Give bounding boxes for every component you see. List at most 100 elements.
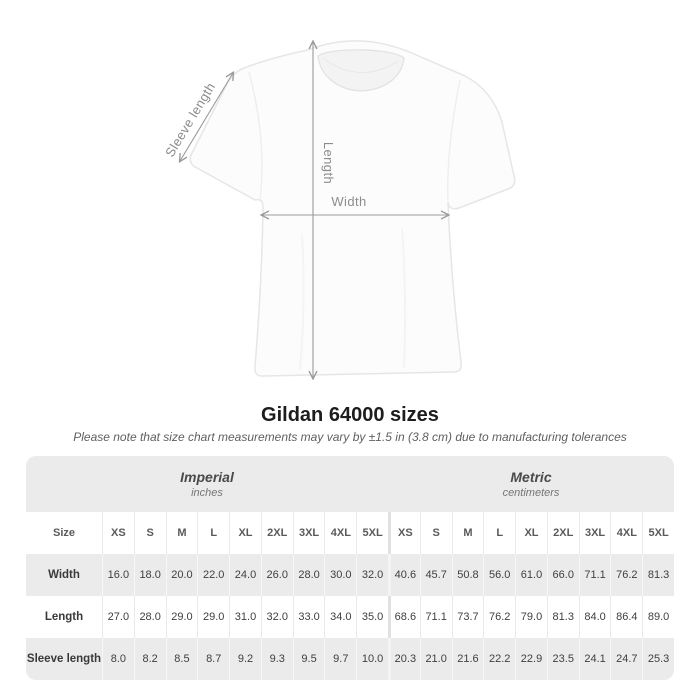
size-table-grid: Size XS S M L XL 2XL 3XL 4XL 5XL XS S M L XL 2XL 3XL 4XL 5… <box>26 512 674 680</box>
value-length-metric-5xl: 89.0 <box>642 596 674 638</box>
measurement-row-sleeve-length: Sleeve length 8.0 8.2 8.5 8.7 9.2 9.3 9.5 9.7 10.… <box>26 638 674 680</box>
size-col-header-imperial-4xl: 4XL <box>324 512 356 554</box>
value-width-imperial-l: 22.0 <box>197 554 229 596</box>
left-armhole-seam <box>248 71 263 201</box>
size-col-header-metric-xl: XL <box>515 512 547 554</box>
value-sleeve-length-imperial-4xl: 9.7 <box>324 638 356 680</box>
page-title: Gildan 64000 sizes <box>261 404 439 426</box>
value-sleeve-length-metric-l: 22.2 <box>483 638 515 680</box>
value-sleeve-length-metric-xs: 20.3 <box>388 638 420 680</box>
value-length-imperial-5xl: 35.0 <box>356 596 388 638</box>
size-col-header-imperial-xl: XL <box>229 512 261 554</box>
imperial-group-header: Imperial inches <box>26 456 388 512</box>
unit-header-band: Imperial inches Metric centimeters <box>26 456 674 512</box>
row-label-sleeve-length: Sleeve length <box>26 653 102 665</box>
value-sleeve-length-metric-m: 21.6 <box>451 638 484 680</box>
value-width-imperial-xs: 16.0 <box>102 554 134 596</box>
value-width-metric-s: 45.7 <box>419 554 452 596</box>
collar-hole <box>317 49 405 92</box>
size-col-header-metric-2xl: 2XL <box>546 512 579 554</box>
size-col-header-imperial-m: M <box>165 512 198 554</box>
value-sleeve-length-imperial-5xl: 10.0 <box>356 638 388 680</box>
value-length-imperial-4xl: 34.0 <box>324 596 356 638</box>
value-length-imperial-m: 29.0 <box>165 596 198 638</box>
value-sleeve-length-imperial-3xl: 9.5 <box>292 638 325 680</box>
value-width-imperial-3xl: 28.0 <box>292 554 325 596</box>
fold-line-left <box>299 234 305 371</box>
value-sleeve-length-metric-5xl: 25.3 <box>642 638 674 680</box>
value-width-metric-m: 50.8 <box>451 554 484 596</box>
value-width-imperial-5xl: 32.0 <box>356 554 388 596</box>
value-width-metric-xs: 40.6 <box>388 554 420 596</box>
value-width-imperial-xl: 24.0 <box>229 554 261 596</box>
value-length-imperial-3xl: 33.0 <box>292 596 325 638</box>
length-label: Length <box>321 142 336 184</box>
size-col-header-metric-m: M <box>451 512 484 554</box>
size-col-header-imperial-3xl: 3XL <box>292 512 325 554</box>
value-sleeve-length-imperial-xl: 9.2 <box>229 638 261 680</box>
size-col-header-imperial-2xl: 2XL <box>260 512 293 554</box>
value-length-metric-m: 73.7 <box>451 596 484 638</box>
collar-rib-line <box>323 58 399 73</box>
value-sleeve-length-metric-s: 21.0 <box>419 638 452 680</box>
fold-line-right <box>401 227 407 369</box>
size-col-header-metric-s: S <box>419 512 452 554</box>
size-col-header-imperial-xs: XS <box>102 512 134 554</box>
metric-unit: centimeters <box>502 487 560 499</box>
value-length-imperial-s: 28.0 <box>133 596 166 638</box>
value-width-imperial-m: 20.0 <box>165 554 198 596</box>
value-width-metric-5xl: 81.3 <box>642 554 674 596</box>
measurement-row-width: Width 16.0 18.0 20.0 22.0 24.0 26.0 28.0 30.0 32.… <box>26 554 674 596</box>
value-width-metric-4xl: 76.2 <box>610 554 642 596</box>
value-sleeve-length-metric-3xl: 24.1 <box>578 638 611 680</box>
value-length-imperial-2xl: 32.0 <box>260 596 293 638</box>
value-width-imperial-4xl: 30.0 <box>324 554 356 596</box>
value-length-metric-4xl: 86.4 <box>610 596 642 638</box>
value-sleeve-length-metric-xl: 22.9 <box>515 638 547 680</box>
value-width-metric-3xl: 71.1 <box>578 554 611 596</box>
value-length-metric-3xl: 84.0 <box>578 596 611 638</box>
value-length-metric-xl: 79.0 <box>515 596 547 638</box>
value-sleeve-length-imperial-m: 8.5 <box>165 638 198 680</box>
size-col-header-metric-l: L <box>483 512 515 554</box>
sleeve-length-arrow <box>180 73 233 161</box>
size-col-header-metric-3xl: 3XL <box>578 512 611 554</box>
shirt-diagram-svg: Sleeve length Length Width <box>162 0 516 398</box>
value-sleeve-length-imperial-s: 8.2 <box>133 638 166 680</box>
size-col-header-metric-xs: XS <box>388 512 420 554</box>
size-corner-header: Size <box>52 527 75 539</box>
shirt-diagram: Sleeve length Length Width <box>162 0 516 398</box>
size-col-header-imperial-s: S <box>133 512 166 554</box>
value-length-metric-l: 76.2 <box>483 596 515 638</box>
value-sleeve-length-metric-2xl: 23.5 <box>546 638 579 680</box>
size-col-header-metric-5xl: 5XL <box>642 512 674 554</box>
size-col-header-imperial-l: L <box>197 512 229 554</box>
value-sleeve-length-imperial-xs: 8.0 <box>102 638 134 680</box>
tolerance-note: Please note that size chart measurements… <box>73 430 627 444</box>
value-sleeve-length-imperial-l: 8.7 <box>197 638 229 680</box>
value-width-metric-2xl: 66.0 <box>546 554 579 596</box>
measurement-row-length: Length 27.0 28.0 29.0 29.0 31.0 32.0 33.0 34.0 35… <box>26 596 674 638</box>
value-length-imperial-l: 29.0 <box>197 596 229 638</box>
size-col-header-metric-4xl: 4XL <box>610 512 642 554</box>
value-length-metric-2xl: 81.3 <box>546 596 579 638</box>
value-width-imperial-2xl: 26.0 <box>260 554 293 596</box>
value-length-imperial-xs: 27.0 <box>102 596 134 638</box>
imperial-label: Imperial <box>180 469 234 485</box>
size-header-row: Size XS S M L XL 2XL 3XL 4XL 5XL XS S M L XL 2XL 3XL 4XL 5… <box>26 512 674 554</box>
metric-group-header: Metric centimeters <box>388 456 674 512</box>
value-width-metric-l: 56.0 <box>483 554 515 596</box>
value-width-metric-xl: 61.0 <box>515 554 547 596</box>
size-table: Imperial inches Metric centimeters Size X… <box>26 456 674 680</box>
right-armhole-seam <box>447 79 461 201</box>
value-length-metric-s: 71.1 <box>419 596 452 638</box>
row-label-length: Length <box>44 611 84 623</box>
value-width-imperial-s: 18.0 <box>133 554 166 596</box>
size-col-header-imperial-5xl: 5XL <box>356 512 388 554</box>
row-label-width: Width <box>48 569 80 581</box>
value-length-imperial-xl: 31.0 <box>229 596 261 638</box>
imperial-unit: inches <box>191 487 223 499</box>
width-label: Width <box>331 194 366 209</box>
value-sleeve-length-metric-4xl: 24.7 <box>610 638 642 680</box>
